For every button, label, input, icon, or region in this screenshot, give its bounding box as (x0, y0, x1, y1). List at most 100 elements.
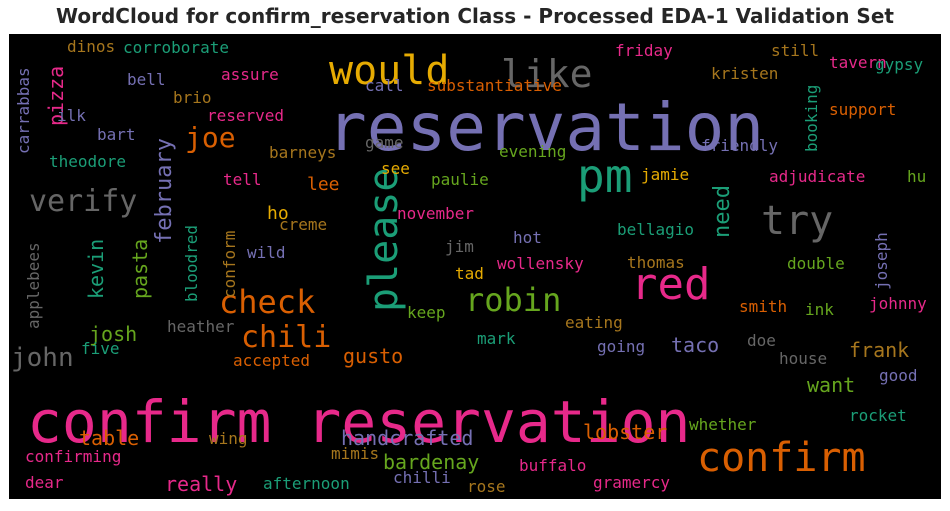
word-mimis: mimis (331, 444, 379, 463)
word-theodore: theodore (49, 152, 126, 171)
word-whether: whether (689, 415, 757, 434)
word-dear: dear (25, 473, 64, 492)
word-smith: smith (739, 297, 787, 316)
word-chilli: chilli (393, 468, 451, 487)
word-josh: josh (89, 322, 137, 346)
word-robin: robin (465, 281, 561, 319)
word-lee: lee (307, 174, 340, 195)
word-game: game (365, 133, 404, 152)
word-taco: taco (671, 333, 719, 357)
word-five: five (81, 339, 120, 358)
word-call: call (365, 76, 404, 95)
word-bellagio: bellagio (617, 220, 694, 239)
word-want: want (807, 373, 855, 397)
word-red: red (631, 259, 710, 310)
word-rocket: rocket (849, 406, 907, 425)
word-friday: friday (615, 41, 673, 60)
word-adjudicate: adjudicate (769, 167, 865, 186)
word-heather: heather (167, 317, 235, 336)
word-confirming: confirming (25, 447, 121, 466)
word-friendly: friendly (701, 136, 778, 155)
chart-title: WordCloud for confirm_reservation Class … (56, 4, 894, 28)
word-pm: pm (577, 149, 632, 203)
word-thomas: thomas (627, 253, 685, 272)
word-conform: conform (220, 231, 239, 298)
word-afternoon: afternoon (263, 474, 350, 493)
word-like: like (501, 52, 593, 96)
word-see: see (381, 159, 410, 178)
word-confirm-reservation: confirm reservation (27, 388, 690, 456)
word-eating: eating (565, 313, 623, 332)
word-jim: jim (445, 237, 474, 256)
word-really: really (165, 472, 237, 496)
word-november: november (397, 204, 474, 223)
word-confirm: confirm (697, 435, 866, 481)
word-substantiative: substantiative (427, 76, 562, 95)
word-try: try (761, 198, 833, 244)
word-hot: hot (513, 228, 542, 247)
word-verify: verify (29, 184, 137, 219)
word-carrabbas: carrabbas (14, 67, 33, 154)
word-going: going (597, 337, 645, 356)
wordcloud-background (9, 34, 941, 499)
word-accepted: accepted (233, 351, 310, 370)
word-support: support (829, 100, 896, 119)
word-check: check (219, 283, 315, 321)
word-house: house (779, 349, 827, 368)
wordcloud-panel: confirm reservation reservation would like p… (9, 34, 941, 499)
word-assure: assure (221, 65, 279, 84)
word-chili: chili (241, 320, 331, 355)
word-mark: mark (477, 329, 516, 348)
word-reserved: reserved (207, 106, 284, 125)
word-reservation: reservation (327, 89, 764, 166)
word-gramercy: gramercy (593, 473, 670, 492)
word-johnny: johnny (869, 294, 927, 313)
word-please: please (361, 168, 407, 313)
word-ilk: ilk (57, 106, 86, 125)
word-ink: ink (805, 300, 834, 319)
word-gusto: gusto (343, 344, 403, 368)
word-tell: tell (223, 170, 262, 189)
word-rose: rose (467, 477, 506, 496)
word-hu: hu (907, 167, 926, 186)
word-wing: wing (209, 429, 248, 448)
word-frank: frank (849, 338, 909, 362)
word-tad: tad (455, 264, 484, 283)
word-corroborate: corroborate (123, 38, 229, 57)
word-evening: evening (499, 142, 566, 161)
word-bloodred: bloodred (182, 225, 201, 302)
word-john: john (11, 343, 74, 373)
word-bardenay: bardenay (383, 450, 479, 474)
word-gypsy: gypsy (875, 55, 924, 74)
word-jamie: jamie (641, 165, 689, 184)
word-booking: booking (802, 85, 821, 152)
word-wollensky: wollensky (497, 254, 584, 273)
word-bell: bell (127, 70, 166, 89)
word-february: february (152, 138, 177, 244)
word-lobster: lobster (583, 420, 667, 444)
word-still: still (771, 41, 819, 60)
word-joe: joe (185, 121, 236, 154)
word-joseph: joseph (872, 232, 891, 290)
word-handcrafted: handcrafted (341, 426, 473, 450)
word-paulie: paulie (431, 170, 489, 189)
word-kristen: kristen (711, 64, 778, 83)
word-double: double (787, 254, 845, 273)
word-tavern: tavern (829, 53, 887, 72)
word-need: need (710, 185, 735, 238)
word-table: table (79, 426, 139, 450)
word-creme: creme (279, 215, 327, 234)
word-wild: wild (247, 243, 286, 262)
word-ho: ho (267, 203, 289, 224)
word-doe: doe (747, 331, 776, 350)
word-dinos: dinos (67, 37, 115, 56)
word-brio: brio (173, 88, 212, 107)
word-pizza: pizza (44, 66, 68, 126)
word-barneys: barneys (269, 143, 336, 162)
word-good: good (879, 366, 918, 385)
word-keep: keep (407, 303, 446, 322)
word-applebees: applebees (24, 242, 43, 329)
word-buffalo: buffalo (519, 456, 586, 475)
word-kevin: kevin (84, 239, 108, 299)
